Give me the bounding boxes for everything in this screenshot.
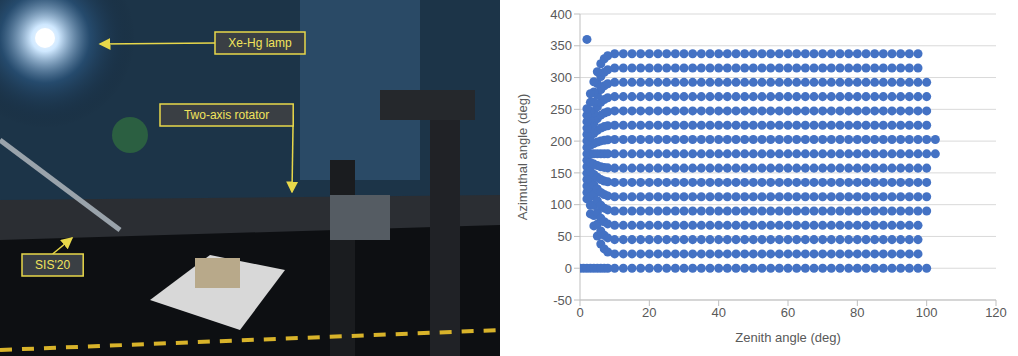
svg-text:250: 250 (550, 102, 572, 117)
svg-text:120: 120 (985, 305, 1007, 320)
svg-text:40: 40 (711, 305, 725, 320)
svg-text:Two-axis rotator: Two-axis rotator (184, 108, 269, 122)
svg-text:60: 60 (781, 305, 795, 320)
svg-text:-50: -50 (553, 293, 572, 308)
svg-text:150: 150 (550, 166, 572, 181)
svg-text:Xe-Hg lamp: Xe-Hg lamp (228, 36, 292, 50)
svg-text:SIS'20: SIS'20 (35, 258, 70, 272)
svg-text:100: 100 (916, 305, 938, 320)
svg-text:50: 50 (558, 229, 572, 244)
svg-text:350: 350 (550, 38, 572, 53)
svg-text:400: 400 (550, 7, 572, 22)
svg-text:100: 100 (550, 197, 572, 212)
svg-text:20: 20 (642, 305, 656, 320)
svg-text:200: 200 (550, 134, 572, 149)
svg-text:Azimuthal angle (deg): Azimuthal angle (deg) (515, 94, 530, 220)
svg-text:Zenith angle (deg): Zenith angle (deg) (735, 330, 841, 345)
svg-text:0: 0 (576, 305, 583, 320)
svg-text:80: 80 (850, 305, 864, 320)
svg-text:0: 0 (565, 261, 572, 276)
svg-text:300: 300 (550, 70, 572, 85)
